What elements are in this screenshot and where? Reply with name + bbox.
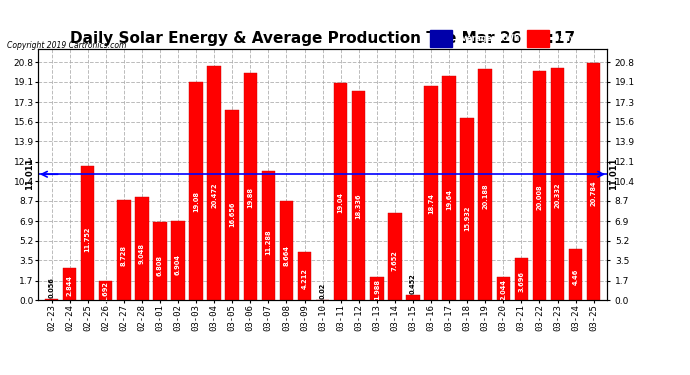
Bar [551,68,564,300]
Text: 1.988: 1.988 [374,279,380,300]
Bar [334,82,348,300]
Bar [526,30,549,47]
Text: 18.74: 18.74 [428,193,434,214]
Text: 11.288: 11.288 [266,229,271,255]
Text: 1.692: 1.692 [103,281,109,302]
Text: 20.188: 20.188 [482,183,489,209]
Bar [226,110,239,300]
Text: 6.808: 6.808 [157,255,163,276]
Text: 11.011: 11.011 [609,158,618,190]
Text: 19.64: 19.64 [446,189,452,210]
Bar [478,69,492,300]
Bar [569,249,582,300]
Text: 7.652: 7.652 [392,250,398,271]
Text: 6.904: 6.904 [175,254,181,275]
Text: 20.332: 20.332 [555,183,560,209]
Text: 11.752: 11.752 [85,227,90,252]
Bar [460,118,474,300]
Text: 9.048: 9.048 [139,243,145,264]
Text: 0.056: 0.056 [48,278,55,298]
Text: 4.46: 4.46 [573,269,579,285]
Text: 2.044: 2.044 [500,279,506,300]
Text: Daily  (kWh): Daily (kWh) [553,34,606,43]
Text: Average  (kWh): Average (kWh) [455,34,522,43]
Bar [208,66,221,300]
Bar [81,166,95,300]
Bar [442,76,456,300]
Bar [388,213,402,300]
Text: 19.04: 19.04 [337,192,344,213]
Bar [171,221,185,300]
Text: 8.728: 8.728 [121,244,127,266]
Bar [370,277,384,300]
Bar [262,171,275,300]
Text: 3.696: 3.696 [518,270,524,291]
Text: 18.336: 18.336 [356,193,362,219]
Title: Daily Solar Energy & Average Production Tue Mar 26 19:17: Daily Solar Energy & Average Production … [70,31,575,46]
Bar [430,30,452,47]
Text: 19.88: 19.88 [247,188,253,209]
Text: 20.008: 20.008 [536,184,542,210]
Bar [117,200,130,300]
Bar [153,222,167,300]
Text: 20.472: 20.472 [211,182,217,208]
Text: 8.664: 8.664 [284,245,289,266]
Bar [45,299,58,300]
Text: 20.784: 20.784 [591,180,597,206]
Text: 2.844: 2.844 [66,275,72,296]
Bar [63,267,77,300]
Text: 16.656: 16.656 [229,202,235,227]
Bar [189,82,203,300]
Bar [424,86,437,300]
Bar [587,63,600,300]
Text: 0.452: 0.452 [410,273,416,294]
Text: 15.932: 15.932 [464,206,470,231]
Text: 4.212: 4.212 [302,268,308,289]
Bar [515,258,528,300]
Bar [352,91,366,300]
Text: 19.08: 19.08 [193,192,199,213]
Bar [279,201,293,300]
Bar [297,252,311,300]
Bar [406,295,420,300]
Text: 0.02: 0.02 [319,282,326,298]
Bar [533,72,546,300]
Text: Copyright 2019 Cartronics.com: Copyright 2019 Cartronics.com [7,41,126,50]
Bar [497,277,510,300]
Bar [244,73,257,300]
Bar [135,196,148,300]
Bar [99,280,112,300]
Text: 11.011: 11.011 [26,158,34,190]
